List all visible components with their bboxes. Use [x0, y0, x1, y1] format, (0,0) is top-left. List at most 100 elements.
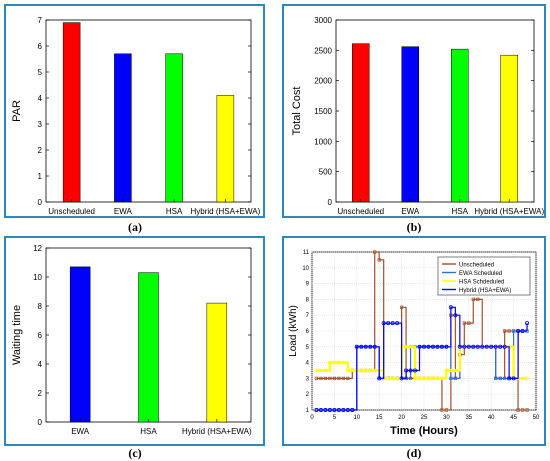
data-point [462, 344, 467, 349]
data-point [368, 368, 372, 373]
data-point [328, 360, 332, 365]
chart-panel-par: 0 1 2 3 4 5 6 7 PAR Unscheduled EWA HSA Hybrid (HSA+… [4, 4, 265, 218]
x-tick-label: 15 [376, 415, 383, 421]
data-point [444, 368, 449, 373]
bar-hsa [138, 272, 159, 423]
data-point [377, 376, 382, 381]
data-point [471, 297, 475, 302]
data-point [337, 360, 341, 365]
data-point [453, 313, 458, 318]
data-point [525, 321, 530, 326]
chart-svg-waiting-time: 0 2 4 6 8 10 12 Waiting time EWA HSA Hybrid (HSA+E… [11, 244, 252, 436]
y-tick-label: 2 [306, 392, 310, 398]
data-point [386, 376, 390, 381]
data-point [314, 368, 319, 373]
data-point [373, 368, 377, 373]
x-tick-label: Hybrid (HSA+EWA) [474, 207, 544, 216]
data-point [341, 360, 346, 365]
data-point [449, 368, 453, 373]
data-point [332, 360, 337, 365]
y-tick-label: 5 [306, 345, 310, 351]
data-point [354, 344, 359, 349]
y-tick-label: 2 [38, 389, 43, 398]
y-tick-label: 2500 [314, 46, 332, 55]
x-tick-label: 25 [421, 415, 428, 421]
y-tick-label: 6 [38, 331, 43, 340]
y-tick-label: 0 [38, 418, 43, 427]
y-axis-label: PAR [11, 100, 23, 122]
data-point [404, 368, 409, 373]
data-point [502, 344, 507, 349]
data-point [453, 368, 458, 373]
data-point [520, 329, 525, 334]
y-tick-label: 4 [38, 94, 43, 103]
x-tick-label: 40 [488, 415, 495, 421]
x-tick-label: 30 [443, 415, 450, 421]
data-point [448, 305, 453, 310]
bar-ewa [401, 46, 419, 203]
data-point [332, 407, 337, 412]
data-point [377, 258, 381, 262]
x-tick-label: 10 [353, 415, 360, 421]
data-point [350, 407, 355, 412]
x-tick-label: 0 [310, 415, 314, 421]
data-point [480, 344, 485, 349]
x-tick-label: 5 [333, 415, 337, 421]
data-point [422, 376, 426, 381]
y-tick-label: 0 [328, 198, 333, 207]
data-point [525, 376, 529, 381]
data-point [364, 368, 368, 373]
x-tick-label: 45 [510, 415, 517, 421]
y-axis-label: Total Cost [291, 87, 303, 136]
chart-panel-total-cost: 0 500 1000 1500 2000 2500 3000 Total Cost Unsche… [282, 4, 546, 218]
data-point [318, 407, 323, 412]
data-point [372, 344, 377, 349]
data-point [426, 376, 431, 381]
data-point [323, 407, 328, 412]
legend-label: Unscheduled [459, 263, 494, 269]
data-point [516, 329, 521, 334]
data-point [444, 344, 449, 349]
data-point [417, 344, 422, 349]
chart-panel-load: 0 5 10 15 20 25 30 35 40 45 50 1 2 3 4 5 6 7 8 9 10 11 Time (H… [282, 236, 546, 446]
data-point [511, 376, 516, 381]
bar-ewa [69, 266, 91, 423]
x-tick-label: EWA [401, 207, 420, 216]
caption-d: (d) [406, 446, 422, 460]
legend-label: EWA Scheduled [459, 271, 502, 277]
data-point [395, 376, 399, 381]
legend-label: Hybrid (HSA+EWA) [459, 288, 511, 294]
data-point [516, 408, 520, 412]
data-point [345, 407, 350, 412]
y-tick-label: 2000 [314, 77, 332, 86]
x-tick-label: 35 [465, 415, 472, 421]
caption-b: (b) [406, 220, 422, 234]
data-point [476, 297, 480, 302]
bar-hybrid-hsa-ewa- [500, 54, 518, 203]
data-point [413, 368, 418, 373]
data-point [467, 321, 471, 325]
x-tick-label: EWA [71, 427, 90, 436]
data-point [498, 376, 502, 381]
series-line-3 [316, 306, 528, 411]
y-tick-label: 8 [38, 302, 43, 311]
y-tick-label: 6 [38, 42, 43, 51]
y-tick-label: 9 [306, 282, 310, 288]
data-point [332, 376, 337, 381]
data-point [462, 321, 466, 325]
data-point [511, 329, 516, 333]
y-tick-label: 3 [38, 120, 43, 129]
x-tick-label: 50 [533, 415, 540, 421]
data-point [323, 368, 328, 373]
x-tick-label: Hybrid (HSA+EWA) [191, 207, 261, 216]
data-point [502, 329, 507, 333]
data-point [328, 376, 332, 381]
caption-c: (c) [128, 446, 142, 460]
data-point [525, 408, 529, 412]
y-tick-label: 3000 [314, 16, 332, 25]
x-tick-label: HSA [140, 427, 157, 436]
x-tick-label: EWA [114, 207, 133, 216]
y-tick-label: 11 [303, 250, 310, 256]
chart-svg-total-cost: 0 500 1000 1500 2000 2500 3000 Total Cost Unsche… [291, 16, 544, 216]
data-point [336, 407, 341, 412]
